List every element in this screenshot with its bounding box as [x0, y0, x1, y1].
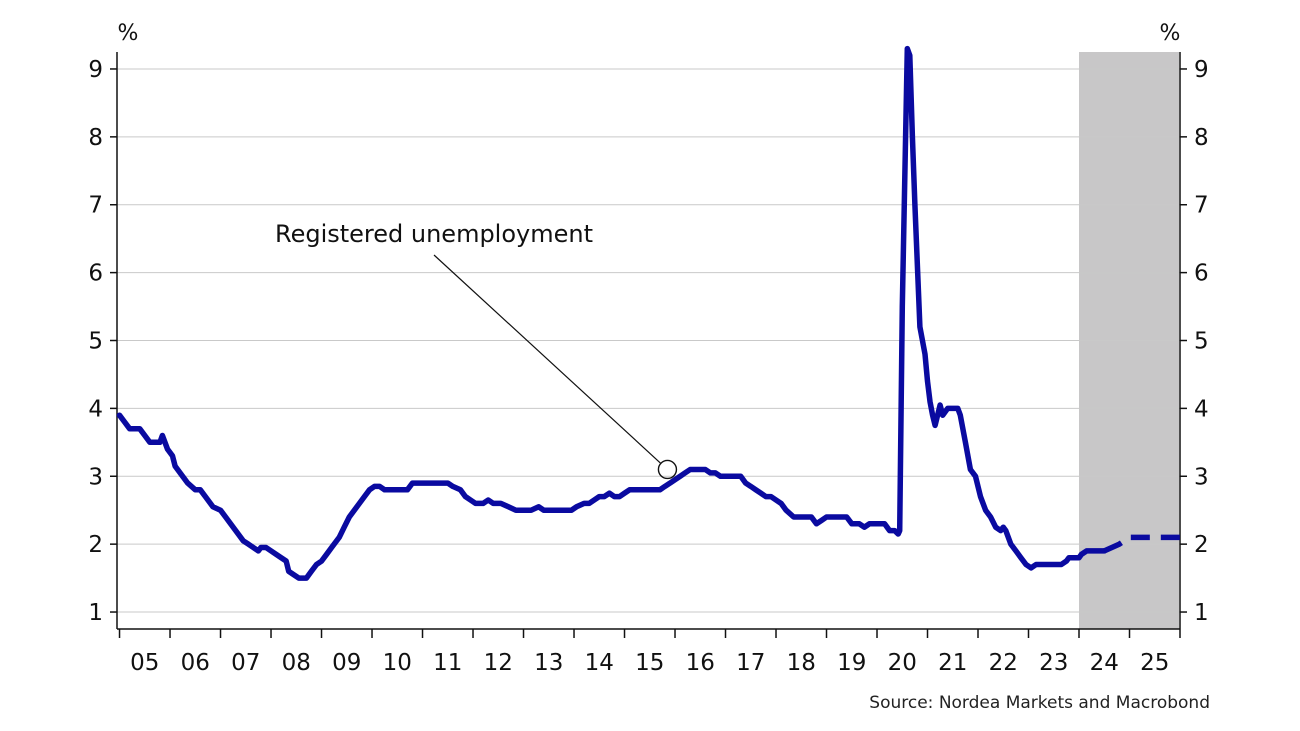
annotation-leader-line [433, 254, 662, 464]
y-tick-label-right: 4 [1194, 396, 1209, 422]
x-tick-label: 11 [433, 650, 462, 676]
y-tick-label-left: 3 [88, 464, 103, 490]
y-tick-label-right: 9 [1194, 57, 1209, 83]
x-tick-label: 15 [635, 650, 664, 676]
x-tick-label: 18 [787, 650, 816, 676]
source-note: Source: Nordea Markets and Macrobond [869, 693, 1210, 713]
y-tick-label-left: 6 [88, 261, 103, 287]
x-tick-label: 25 [1140, 650, 1169, 676]
y-tick-label-right: 7 [1194, 193, 1209, 219]
x-tick-label: 21 [938, 650, 967, 676]
y-tick-label-left: 8 [88, 125, 103, 151]
y-tick-label-right: 2 [1194, 532, 1209, 558]
gridlines [117, 68, 1180, 613]
y-tick-label-right: 6 [1194, 261, 1209, 287]
y-unit-right: % [1160, 21, 1181, 46]
x-tick-label: 09 [332, 650, 361, 676]
y-tick-label-left: 9 [88, 57, 103, 83]
x-tick-label: 24 [1090, 650, 1119, 676]
x-tick-label: 17 [736, 650, 765, 676]
x-tick-label: 07 [231, 650, 260, 676]
x-tick-label: 10 [383, 650, 412, 676]
y-tick-label-left: 4 [88, 396, 103, 422]
y-tick-label-right: 5 [1194, 329, 1209, 355]
registered-unemployment-line [116, 45, 1108, 581]
y-tick-label-right: 1 [1194, 600, 1209, 626]
x-tick-label: 14 [585, 650, 614, 676]
annotation-label: Registered unemployment [275, 220, 593, 248]
x-tick-label: 22 [989, 650, 1018, 676]
x-tick-label: 12 [484, 650, 513, 676]
annotation-layer: Registered unemployment [275, 220, 678, 480]
y-unit-left: % [118, 21, 139, 46]
x-tick-label: 13 [534, 650, 563, 676]
x-tick-label: 16 [686, 650, 715, 676]
x-tick-label: 05 [130, 650, 159, 676]
x-tick-label: 20 [888, 650, 917, 676]
y-tick-label-left: 2 [88, 532, 103, 558]
forecast-line [1103, 534, 1180, 554]
y-tick-label-left: 5 [88, 329, 103, 355]
x-tick-label: 23 [1039, 650, 1068, 676]
x-tick-label: 19 [837, 650, 866, 676]
series-layer [116, 45, 1180, 581]
y-tick-label-right: 3 [1194, 464, 1209, 490]
annotation-marker-circle [657, 459, 678, 480]
y-tick-label-left: 7 [88, 193, 103, 219]
axes: 1 12 23 34 45 56 67 78 89 905 06 07 08 09 10 11 12 13 14 15… [88, 52, 1209, 676]
x-tick-label: 08 [282, 650, 311, 676]
x-tick-label: 06 [181, 650, 210, 676]
y-tick-label-left: 1 [88, 600, 103, 626]
y-tick-label-right: 8 [1194, 125, 1209, 151]
